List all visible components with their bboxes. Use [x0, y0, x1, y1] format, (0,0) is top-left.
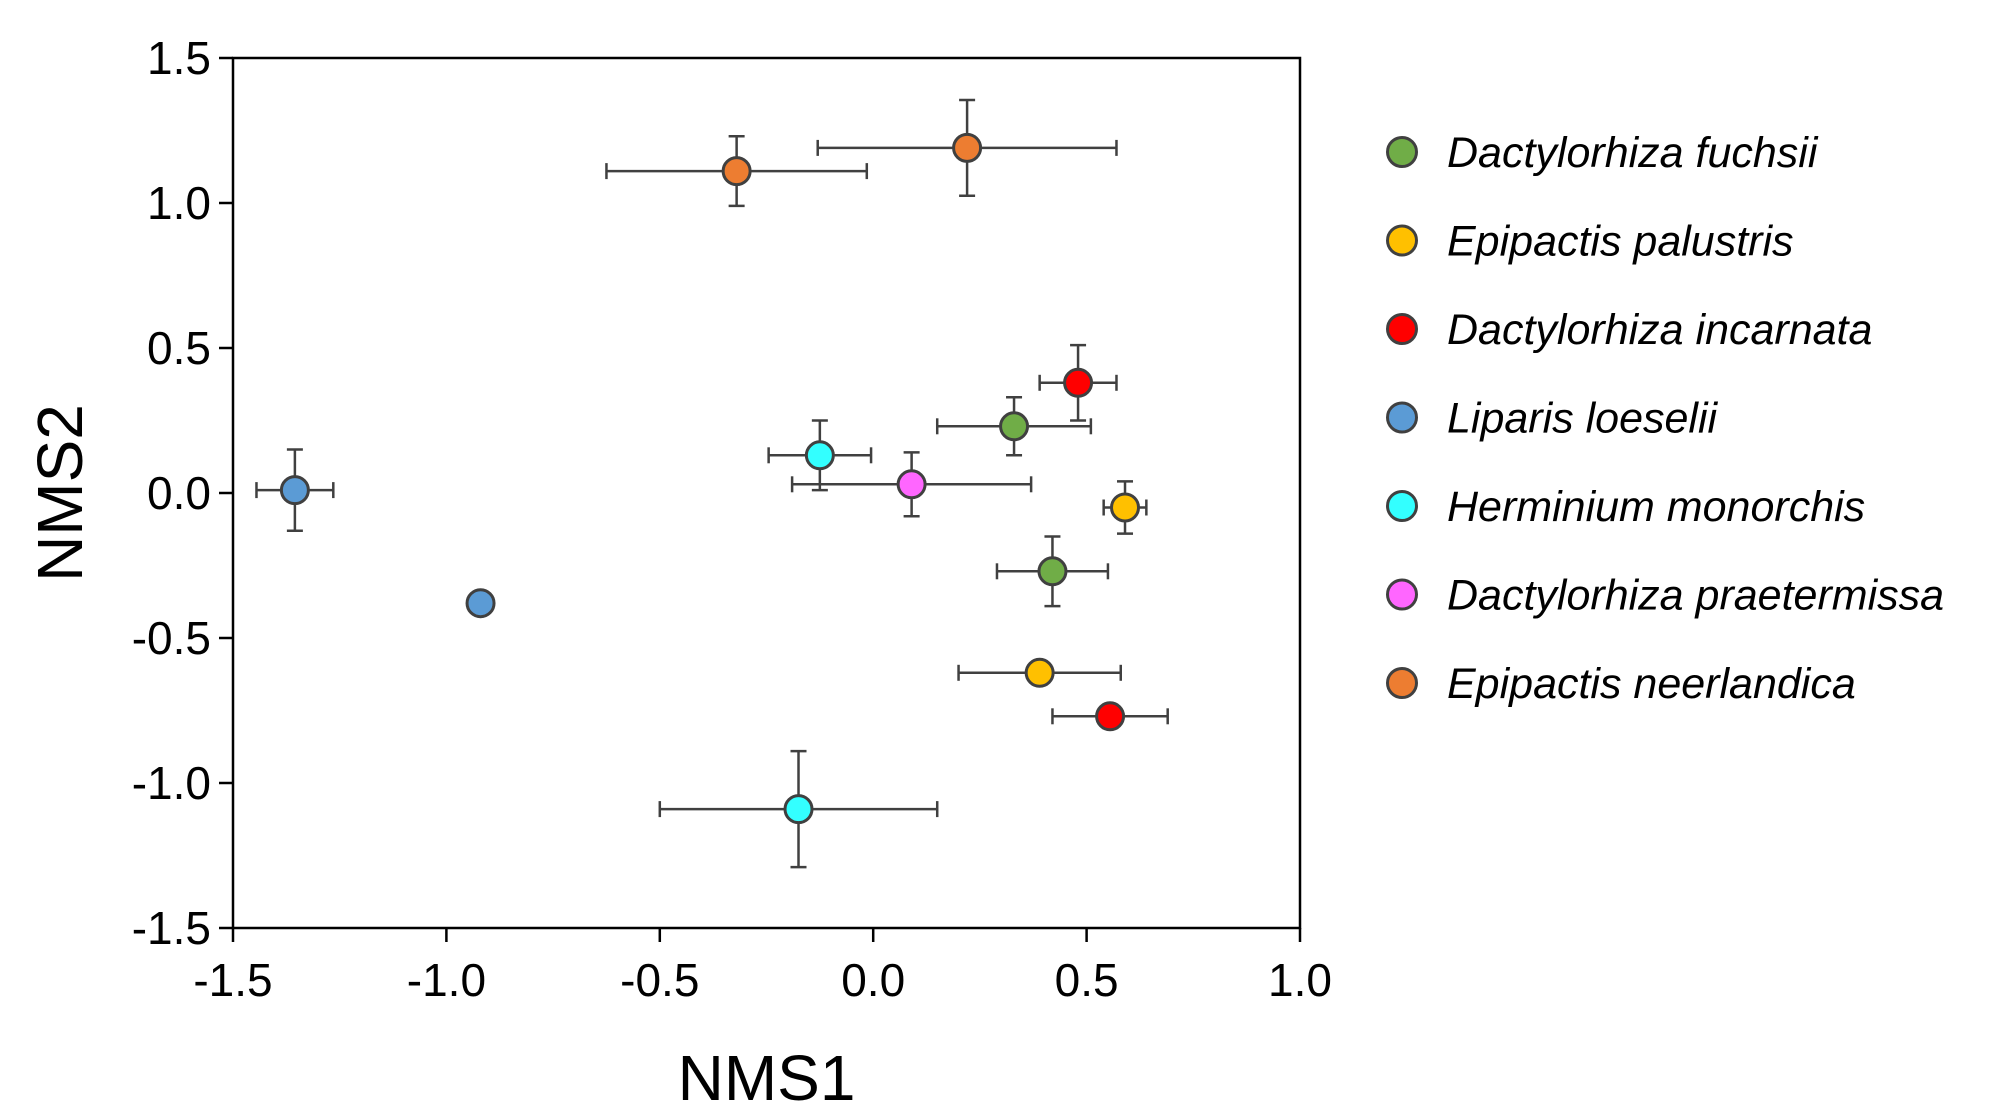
y-tick-label: 1.0	[147, 177, 211, 229]
x-tick-label: 0.5	[1055, 954, 1119, 1006]
x-tick-label: 0.0	[841, 954, 905, 1006]
data-point	[952, 132, 983, 163]
legend-marker	[1386, 578, 1418, 611]
y-tick-label: -0.5	[132, 612, 211, 664]
data-point	[783, 794, 814, 825]
legend-label: Liparis loeselii	[1447, 395, 1719, 443]
legend-label: Dactylorhiza praetermissa	[1447, 572, 1944, 620]
y-tick-label: -1.5	[132, 902, 211, 954]
error-bars	[255, 98, 1169, 869]
data-point	[465, 588, 496, 619]
x-axis-ticks: -1.5 -1.0 -0.5 0.0 0.5 1.0	[193, 928, 1332, 1006]
x-tick-label: -0.5	[620, 954, 699, 1006]
legend-label: Epipactis neerlandica	[1447, 660, 1856, 708]
data-point	[804, 440, 835, 471]
y-tick-label: 0.5	[147, 322, 211, 374]
x-tick-label: -1.5	[193, 954, 272, 1006]
y-tick-label: 0.0	[147, 467, 211, 519]
legend-label: Epipactis palustris	[1447, 218, 1794, 266]
data-point	[1095, 701, 1126, 732]
data-point	[1110, 492, 1141, 523]
legend-label: Dactylorhiza incarnata	[1447, 306, 1872, 354]
y-tick-label: 1.5	[147, 32, 211, 84]
data-point	[721, 156, 752, 187]
legend-marker	[1386, 224, 1418, 257]
legend-label: Dactylorhiza fuchsii	[1447, 129, 1819, 177]
plot-area: -1.5 -1.0 -0.5 0.0 0.5 1.0 -1.5 -1.0 -0.5 0.0 0.5…	[132, 32, 1332, 1006]
data-point	[896, 469, 927, 500]
data-point	[1037, 556, 1068, 587]
legend: Dactylorhiza fuchsii Epipactis palustris D…	[1386, 129, 1944, 708]
legend-label: Herminium monorchis	[1447, 483, 1865, 531]
legend-marker	[1386, 136, 1418, 168]
data-point	[1063, 367, 1094, 398]
data-point	[1024, 657, 1055, 688]
y-tick-label: -1.0	[132, 757, 211, 809]
x-axis-title: NMS1	[678, 1042, 856, 1114]
legend-marker	[1386, 401, 1418, 434]
y-axis-ticks: -1.5 -1.0 -0.5 0.0 0.5 1.0 1.5	[132, 32, 233, 954]
x-tick-label: 1.0	[1268, 954, 1332, 1006]
data-points	[279, 132, 1141, 825]
legend-marker	[1386, 313, 1418, 345]
legend-marker	[1386, 490, 1418, 522]
legend-marker	[1386, 667, 1418, 699]
data-point	[279, 475, 310, 506]
y-axis-title: NMS2	[24, 404, 96, 582]
x-tick-label: -1.0	[407, 954, 486, 1006]
data-point	[999, 411, 1030, 442]
